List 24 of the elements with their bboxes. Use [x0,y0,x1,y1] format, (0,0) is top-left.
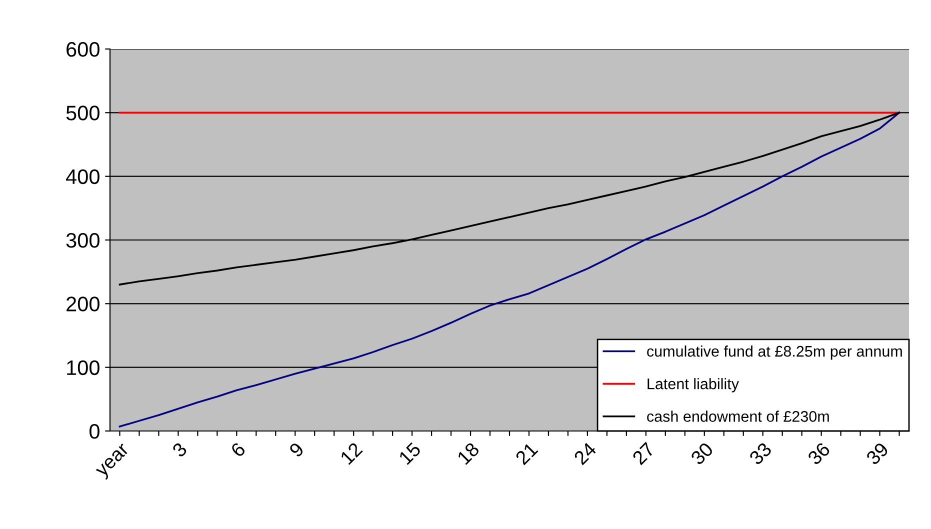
line-series [118,112,900,428]
x-tick-label: 15 [398,442,422,466]
y-tick-label: 400 [66,169,100,184]
x-tick-label: 6 [230,442,246,458]
x-tick-label: 36 [806,442,831,466]
x-tick-label: 39 [865,442,890,466]
x-tick-label: 21 [514,442,538,466]
x-tick-label: 30 [690,442,714,466]
legend-label: cash endowment of £230m [647,410,829,422]
x-tick-label: 9 [288,442,305,458]
y-tick-label: 200 [66,296,100,312]
x-tick-label: 33 [748,442,772,466]
y-tick-label: 500 [66,106,100,120]
x-tick-label: 12 [340,442,363,465]
y-tick-label: 100 [67,360,100,376]
y-tick-label: 300 [66,233,100,248]
x-tick-label: 24 [573,441,598,466]
y-tick-label: 600 [66,42,100,57]
x-tick-label: 27 [632,442,656,466]
x-tick-label: 3 [171,442,188,458]
legend-label: cumulative fund at £8.25m per annum [647,345,902,360]
x-tick-label: 18 [456,442,480,466]
y-tick-label: 0 [90,424,100,439]
legend-label: Latent liability [648,378,739,392]
